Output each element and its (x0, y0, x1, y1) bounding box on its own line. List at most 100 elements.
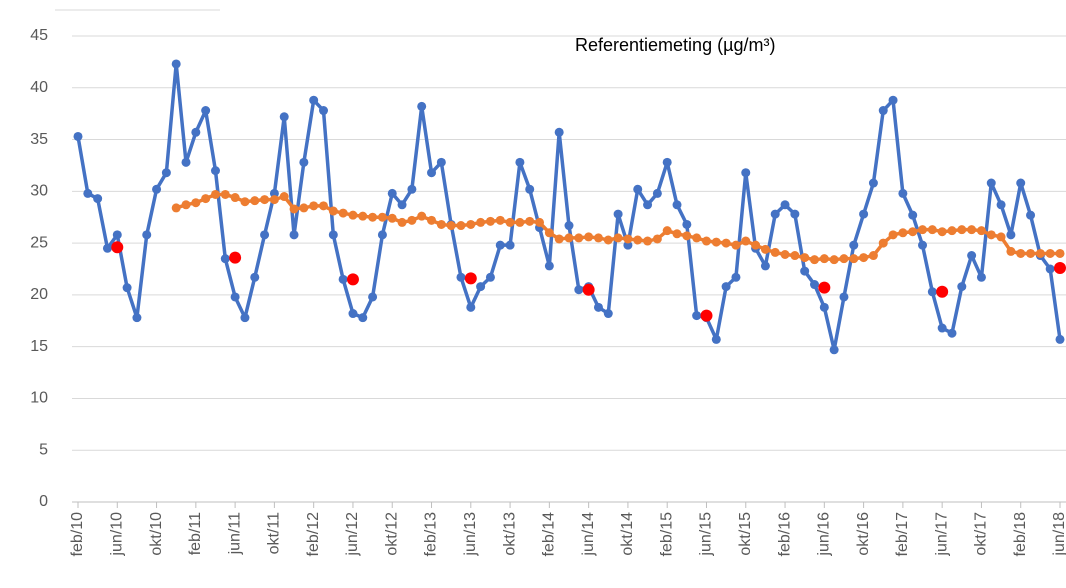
data-point (889, 230, 898, 239)
data-point (388, 214, 397, 223)
x-tick-label: okt/13 (501, 512, 518, 556)
x-tick-label: okt/15 (737, 512, 754, 556)
data-point (604, 309, 613, 318)
data-point (201, 106, 210, 115)
data-point (614, 210, 623, 219)
data-point (93, 194, 102, 203)
data-point (545, 228, 554, 237)
data-point (1026, 249, 1035, 258)
x-tick-label: jun/11 (226, 512, 243, 556)
data-point (987, 230, 996, 239)
data-point (339, 275, 348, 284)
data-point (466, 220, 475, 229)
data-point (800, 267, 809, 276)
data-point (702, 237, 711, 246)
data-point (663, 158, 672, 167)
data-point (583, 284, 595, 296)
data-point (280, 112, 289, 121)
data-point (908, 227, 917, 236)
data-point (555, 234, 564, 243)
data-point (761, 261, 770, 270)
data-point (722, 282, 731, 291)
data-point (447, 221, 456, 230)
x-tick-label: okt/17 (973, 512, 990, 556)
x-tick-label: feb/13 (423, 512, 440, 557)
data-point (633, 185, 642, 194)
data-point (231, 193, 240, 202)
data-point (1046, 265, 1055, 274)
data-point (309, 96, 318, 105)
x-tick-label: jun/10 (108, 512, 125, 557)
data-point (476, 218, 485, 227)
data-point (663, 226, 672, 235)
data-point (574, 285, 583, 294)
x-tick-label: okt/10 (148, 512, 165, 556)
data-point (633, 236, 642, 245)
data-point (594, 233, 603, 242)
data-point (1056, 249, 1065, 258)
data-point (437, 158, 446, 167)
data-point (417, 102, 426, 111)
data-point (731, 241, 740, 250)
x-tick-label: jun/13 (462, 512, 479, 557)
data-point (427, 216, 436, 225)
data-point (231, 292, 240, 301)
x-tick-label: feb/10 (69, 512, 86, 557)
data-point (486, 273, 495, 282)
data-point (191, 198, 200, 207)
data-point (496, 241, 505, 250)
data-point (879, 106, 888, 115)
data-point (594, 303, 603, 312)
data-point (260, 230, 269, 239)
data-point (398, 218, 407, 227)
data-point (810, 280, 819, 289)
data-point (839, 254, 848, 263)
data-point (869, 179, 878, 188)
data-point (417, 212, 426, 221)
data-point (388, 189, 397, 198)
data-point (781, 200, 790, 209)
data-point (918, 241, 927, 250)
data-point (486, 217, 495, 226)
y-tick-label: 20 (30, 286, 48, 303)
plot-area (74, 59, 1066, 354)
data-point (682, 231, 691, 240)
data-point (329, 207, 338, 216)
data-point (368, 292, 377, 301)
x-tick-label: feb/12 (305, 512, 322, 557)
data-point (947, 329, 956, 338)
data-point (378, 213, 387, 222)
data-point (229, 252, 241, 264)
data-point (182, 158, 191, 167)
data-point (957, 282, 966, 291)
y-tick-label: 45 (30, 27, 48, 44)
data-point (936, 286, 948, 298)
data-point (211, 190, 220, 199)
data-point (172, 59, 181, 68)
data-point (347, 273, 359, 285)
data-point (898, 189, 907, 198)
data-point (358, 313, 367, 322)
data-point (820, 254, 829, 263)
data-point (525, 217, 534, 226)
data-point (476, 282, 485, 291)
data-point (614, 233, 623, 242)
x-tick-label: okt/14 (619, 512, 636, 556)
data-point (820, 303, 829, 312)
y-tick-label: 0 (39, 493, 48, 510)
data-point (260, 195, 269, 204)
data-point (1046, 249, 1055, 258)
x-tick-label: jun/18 (1051, 512, 1066, 557)
data-point (280, 192, 289, 201)
data-point (673, 200, 682, 209)
data-point (1026, 211, 1035, 220)
data-point (113, 230, 122, 239)
data-point (250, 196, 259, 205)
data-point (908, 211, 917, 220)
data-point (515, 158, 524, 167)
y-tick-label: 35 (30, 131, 48, 148)
y-tick-label: 10 (30, 390, 48, 407)
data-point (682, 220, 691, 229)
data-point (977, 273, 986, 282)
